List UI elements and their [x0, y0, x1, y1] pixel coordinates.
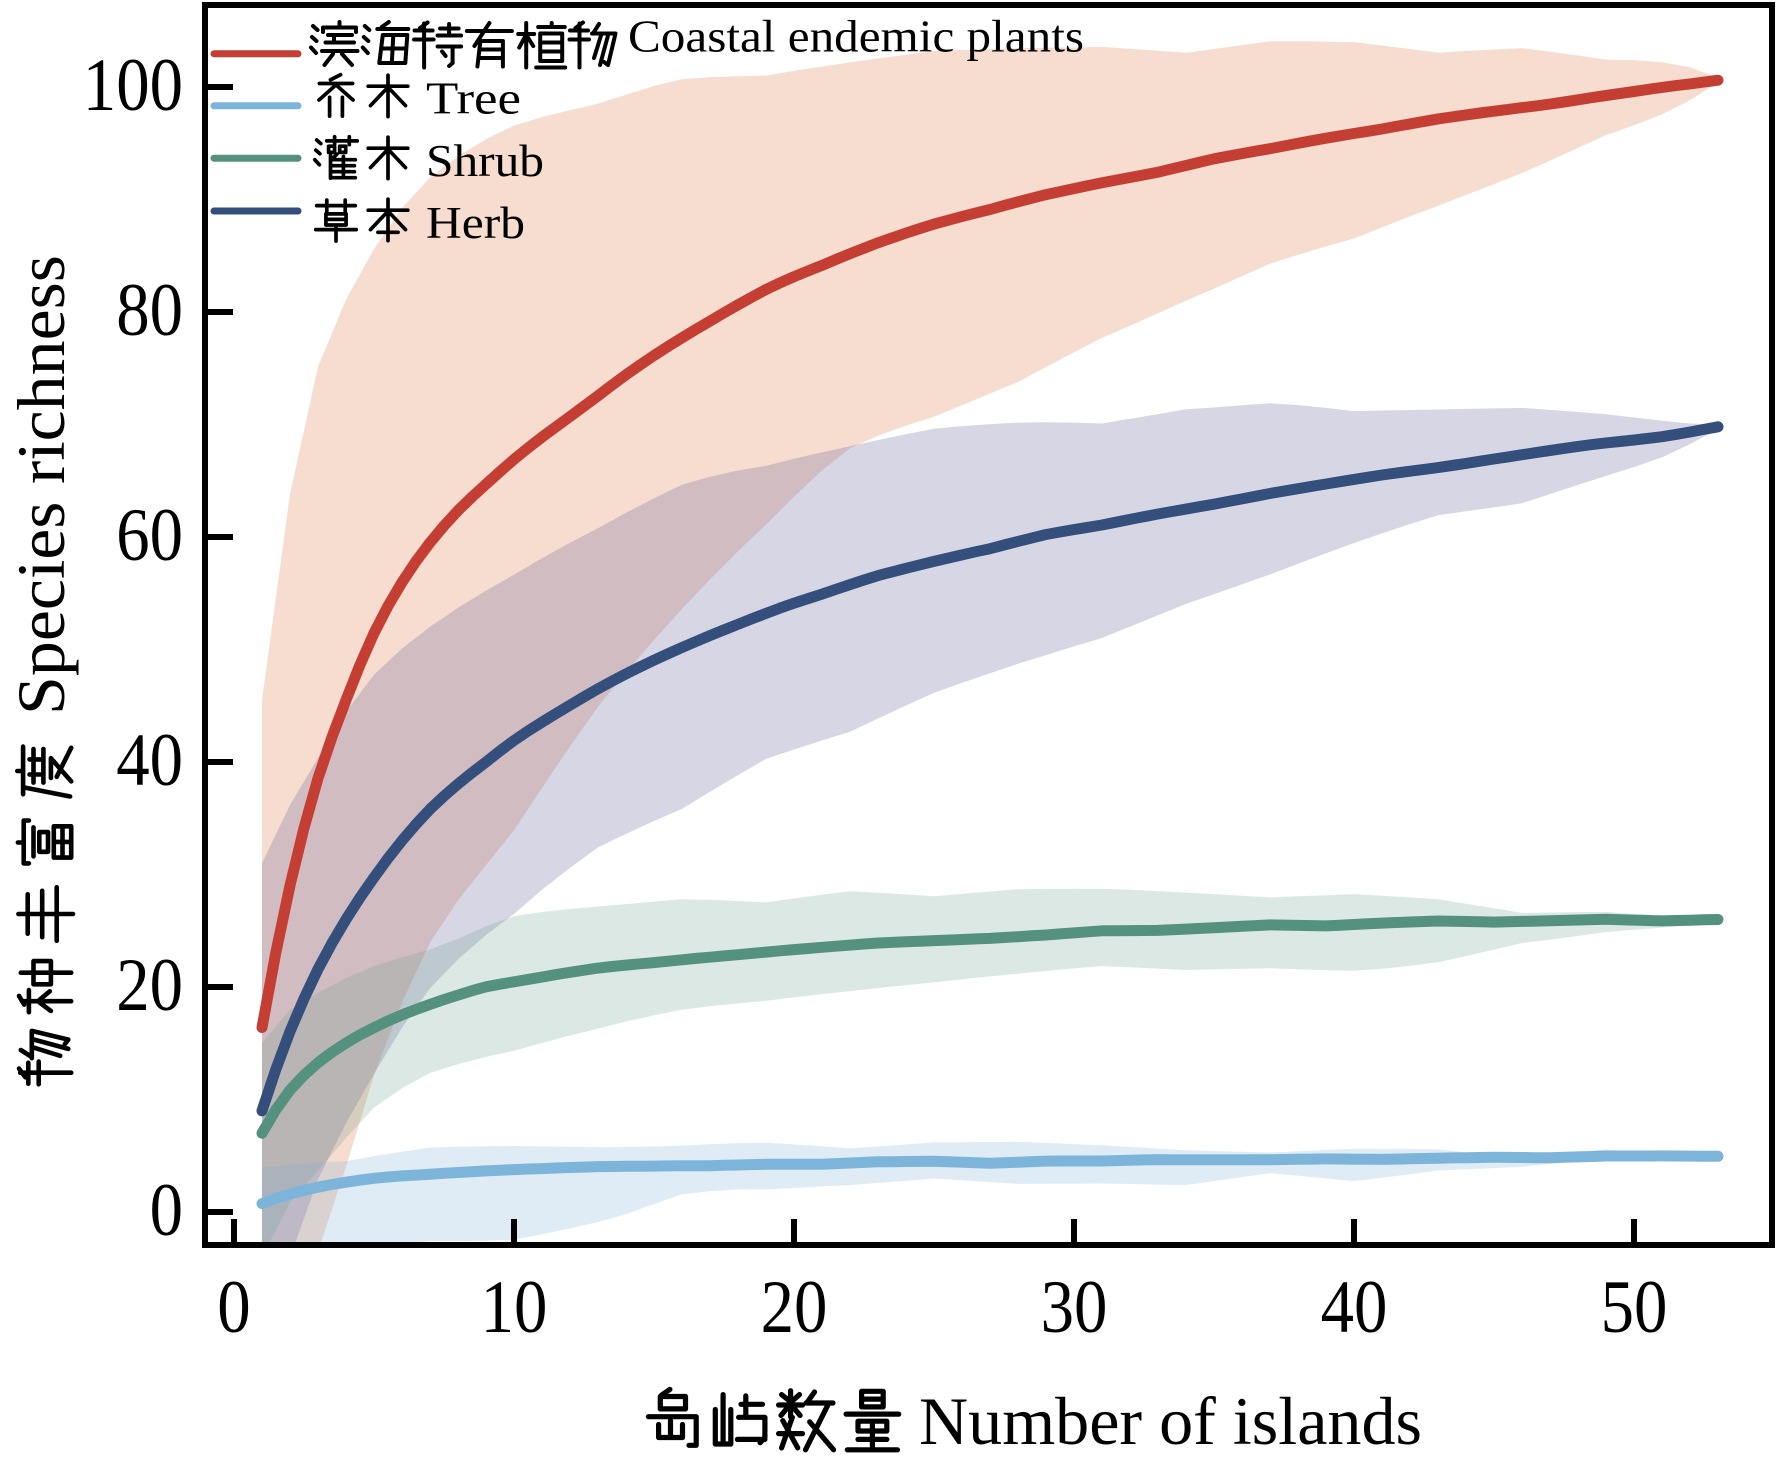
svg-text:20: 20: [761, 1266, 828, 1349]
svg-text:Shrub: Shrub: [426, 136, 544, 186]
svg-text:0: 0: [150, 1169, 183, 1252]
svg-text:Number of islands: Number of islands: [919, 1383, 1422, 1456]
svg-text:10: 10: [481, 1266, 548, 1349]
svg-text:40: 40: [1321, 1266, 1388, 1349]
svg-text:40: 40: [116, 719, 183, 802]
svg-text:Herb: Herb: [426, 198, 525, 248]
svg-text:20: 20: [116, 944, 183, 1027]
svg-text:0: 0: [217, 1266, 250, 1349]
svg-text:Species richness: Species richness: [3, 255, 79, 715]
svg-text:60: 60: [116, 494, 183, 577]
svg-text:50: 50: [1601, 1266, 1668, 1349]
svg-text:Tree: Tree: [426, 74, 521, 124]
svg-text:80: 80: [116, 269, 183, 352]
svg-text:30: 30: [1041, 1266, 1108, 1349]
svg-text:100: 100: [83, 44, 183, 127]
svg-text:Coastal endemic plants: Coastal endemic plants: [628, 12, 1084, 62]
